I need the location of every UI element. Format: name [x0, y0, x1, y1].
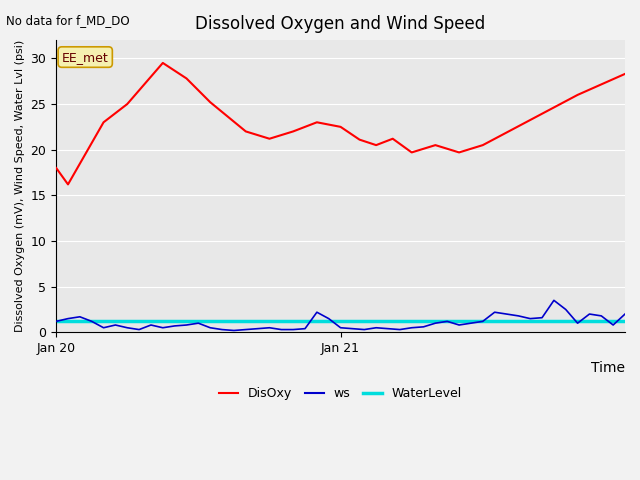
Legend: DisOxy, ws, WaterLevel: DisOxy, ws, WaterLevel — [214, 383, 467, 406]
Text: EE_met: EE_met — [62, 50, 109, 63]
Y-axis label: Dissolved Oxygen (mV), Wind Speed, Water Lvl (psi): Dissolved Oxygen (mV), Wind Speed, Water… — [15, 40, 25, 332]
X-axis label: Time: Time — [591, 360, 625, 374]
Text: No data for f_MD_DO: No data for f_MD_DO — [6, 14, 130, 27]
Title: Dissolved Oxygen and Wind Speed: Dissolved Oxygen and Wind Speed — [195, 15, 486, 33]
